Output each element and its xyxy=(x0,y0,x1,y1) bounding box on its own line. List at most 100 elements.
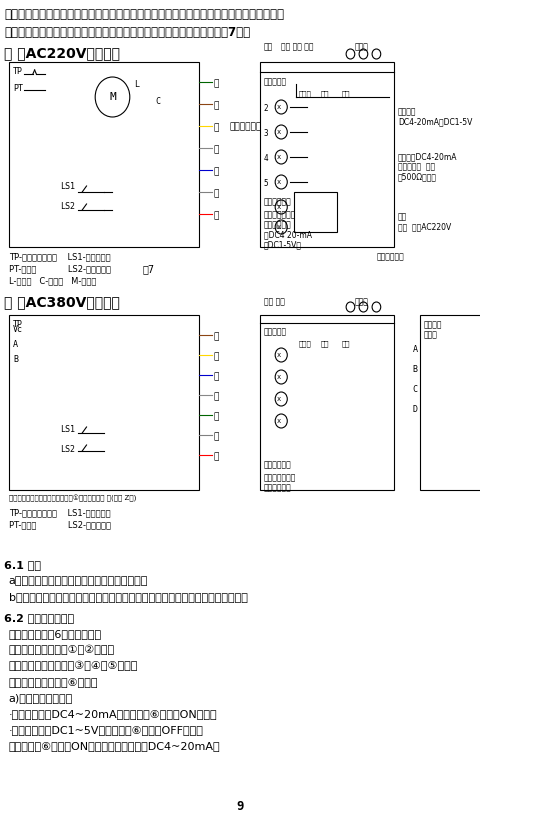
Text: 正反动作状态由开关①、②设定；: 正反动作状态由开关①、②设定； xyxy=(9,645,115,655)
Text: x: x xyxy=(276,418,281,424)
Text: C: C xyxy=(413,385,418,394)
Text: 黄: 黄 xyxy=(214,123,219,132)
Text: TP-电机内温度开关    LS1-下限位开关: TP-电机内温度开关 LS1-下限位开关 xyxy=(9,252,110,261)
Text: B: B xyxy=(413,365,418,374)
Text: D: D xyxy=(413,405,418,414)
Text: TP: TP xyxy=(13,67,23,76)
Text: LS1: LS1 xyxy=(60,425,75,434)
Text: 2: 2 xyxy=(264,104,269,113)
Text: 指示灯: 指示灯 xyxy=(355,297,369,306)
Text: TP-电机内温度开关    LS1-下限位开关: TP-电机内温度开关 LS1-下限位开关 xyxy=(9,508,110,517)
Text: 调幅度: 调幅度 xyxy=(299,90,311,96)
Text: LS1: LS1 xyxy=(60,182,75,191)
Text: 确，如有偏差或不符合现在的要求，则应按以下方法步骤重新调整（见图7）。: 确，如有偏差或不符合现在的要求，则应按以下方法步骤重新调整（见图7）。 xyxy=(4,26,250,39)
Text: x: x xyxy=(276,224,281,230)
Text: 6.1 盲线: 6.1 盲线 xyxy=(4,560,41,570)
Text: 正反动作选择: 正反动作选择 xyxy=(264,460,292,469)
Text: 输入信号
DC4-20mA或DC1-5V: 输入信号 DC4-20mA或DC1-5V xyxy=(398,107,472,127)
Text: 三 相AC380V接线图：: 三 相AC380V接线图： xyxy=(4,295,120,309)
Text: 3: 3 xyxy=(264,129,269,138)
Text: LS2: LS2 xyxy=(60,445,75,454)
Text: 断信号动作状态由开关③、④、⑤设定；: 断信号动作状态由开关③、④、⑤设定； xyxy=(9,661,138,672)
Text: 输入信号选择
（DC4 20-mA
或DC1-5V）: 输入信号选择 （DC4 20-mA 或DC1-5V） xyxy=(264,220,312,250)
Text: 单位: 单位 xyxy=(342,340,350,346)
Bar xyxy=(9,315,199,490)
Text: L-视流圈   C-电容器   M-电动机: L-视流圈 C-电容器 M-电动机 xyxy=(9,276,96,285)
Text: PT-电位器            LS2-上限位开关: PT-电位器 LS2-上限位开关 xyxy=(9,520,110,529)
Text: 调整电位器: 调整电位器 xyxy=(264,77,287,86)
Text: b）外部配线与控制器上接线端子的连接，按控制器侧面上的接线示意图的要求。: b）外部配线与控制器上接线端子的连接，按控制器侧面上的接线示意图的要求。 xyxy=(9,592,248,602)
Bar xyxy=(260,62,393,247)
Text: x: x xyxy=(276,374,281,380)
Text: x: x xyxy=(276,129,281,135)
Bar xyxy=(420,315,489,490)
Text: 输入信号状态由开关⑥设定。: 输入信号状态由开关⑥设定。 xyxy=(9,677,98,687)
Text: C: C xyxy=(156,97,161,106)
Text: 4: 4 xyxy=(264,154,269,163)
Text: ·当输入信号为DC4~20mA时，将开关⑥向右拨ON（通）: ·当输入信号为DC4~20mA时，将开关⑥向右拨ON（通） xyxy=(9,709,217,719)
Text: 调幅度: 调幅度 xyxy=(299,340,311,346)
Text: x: x xyxy=(276,104,281,110)
Text: x: x xyxy=(276,352,281,358)
Text: 行程: 行程 xyxy=(320,90,329,96)
Text: 6.2 状态开关的设定: 6.2 状态开关的设定 xyxy=(4,613,74,623)
Text: 输入信号选择: 输入信号选择 xyxy=(264,483,292,492)
Text: 指示灯: 指示灯 xyxy=(355,42,369,51)
Text: x: x xyxy=(276,179,281,185)
Text: ＊图㈥开关⑥向右拨ON（通），输入信号为DC4~20mA。: ＊图㈥开关⑥向右拨ON（通），输入信号为DC4~20mA。 xyxy=(9,741,220,751)
Text: 控制器上共设有6只状态开关：: 控制器上共设有6只状态开关： xyxy=(9,629,102,639)
Text: PT: PT xyxy=(13,84,23,93)
Text: x: x xyxy=(276,154,281,160)
Text: 正反动作选择: 正反动作选择 xyxy=(264,197,292,206)
Text: 调整电位器: 调整电位器 xyxy=(264,327,287,336)
Text: 5: 5 xyxy=(264,179,269,188)
Text: 红: 红 xyxy=(214,211,219,220)
Text: 断信号动作选择: 断信号动作选择 xyxy=(264,473,296,482)
Text: 黄: 黄 xyxy=(214,352,219,361)
Text: 三相异步
电动机: 三相异步 电动机 xyxy=(424,320,442,339)
Text: 蓝: 蓝 xyxy=(214,167,219,176)
Text: 火线
零线  电源AC220V: 火线 零线 电源AC220V xyxy=(398,212,451,231)
Text: 黑: 黑 xyxy=(214,432,219,441)
Text: 对外接线端子: 对外接线端子 xyxy=(376,252,404,261)
Text: 红: 红 xyxy=(214,452,219,461)
Text: 9: 9 xyxy=(236,800,244,813)
Text: 褐: 褐 xyxy=(214,332,219,341)
Text: Vc: Vc xyxy=(13,325,23,334)
Text: 调整 信号: 调整 信号 xyxy=(264,297,285,306)
Bar xyxy=(260,315,393,490)
Text: PT-电位器            LS2-上限位开关: PT-电位器 LS2-上限位开关 xyxy=(9,264,110,273)
Bar xyxy=(9,62,199,247)
Text: a)输入信号状态设定: a)输入信号状态设定 xyxy=(9,693,73,703)
Text: 黑: 黑 xyxy=(214,189,219,198)
Text: 调整 信号 电源: 调整 信号 电源 xyxy=(281,42,314,51)
Text: 绿: 绿 xyxy=(214,79,219,88)
Text: B: B xyxy=(13,355,18,364)
Text: 输出信号DC4-20mA
（接受端负  载电
阻500Ω以下）: 输出信号DC4-20mA （接受端负 载电 阻500Ω以下） xyxy=(398,152,457,182)
Text: 内部接线槽座: 内部接线槽座 xyxy=(229,122,261,131)
Text: 图7: 图7 xyxy=(143,264,155,274)
Text: 行程: 行程 xyxy=(320,340,329,346)
Text: L: L xyxy=(134,80,139,89)
Text: A: A xyxy=(13,340,18,349)
Text: 输入: 输入 xyxy=(264,42,273,51)
Text: 绿: 绿 xyxy=(214,412,219,421)
Text: 褐: 褐 xyxy=(214,101,219,110)
Text: a）松开护罩紧固螺栓，向上垂直地折卸护罩。: a）松开护罩紧固螺栓，向上垂直地折卸护罩。 xyxy=(9,576,148,586)
Text: 白: 白 xyxy=(214,145,219,154)
Text: M: M xyxy=(109,92,116,102)
Text: 白: 白 xyxy=(214,392,219,401)
Text: 单 相AC220V接线图：: 单 相AC220V接线图： xyxy=(4,46,120,60)
Text: ·当输入信号为DC1~5V时，将开关⑥向左拨OFF（断）: ·当输入信号为DC1~5V时，将开关⑥向左拨OFF（断） xyxy=(9,725,204,735)
Text: A: A xyxy=(413,345,418,354)
Text: x: x xyxy=(276,204,281,210)
Text: LS2: LS2 xyxy=(60,202,75,211)
Text: 断信号动作选择: 断信号动作选择 xyxy=(264,210,296,219)
Text: x: x xyxy=(276,396,281,402)
Bar xyxy=(294,192,337,232)
Text: 单位: 单位 xyxy=(342,90,350,96)
Text: 注：声声互连接入以上图，图中以①表示的应电源 电(电机 Z接): 注：声声互连接入以上图，图中以①表示的应电源 电(电机 Z接) xyxy=(9,495,136,502)
Text: TP: TP xyxy=(13,320,23,329)
Text: 及安装过程中可能发生激烈的振动、撞击等现象，因此在运行之前，应先确认其动作是否准: 及安装过程中可能发生激烈的振动、撞击等现象，因此在运行之前，应先确认其动作是否准 xyxy=(4,8,284,21)
Text: 蓝: 蓝 xyxy=(214,372,219,381)
